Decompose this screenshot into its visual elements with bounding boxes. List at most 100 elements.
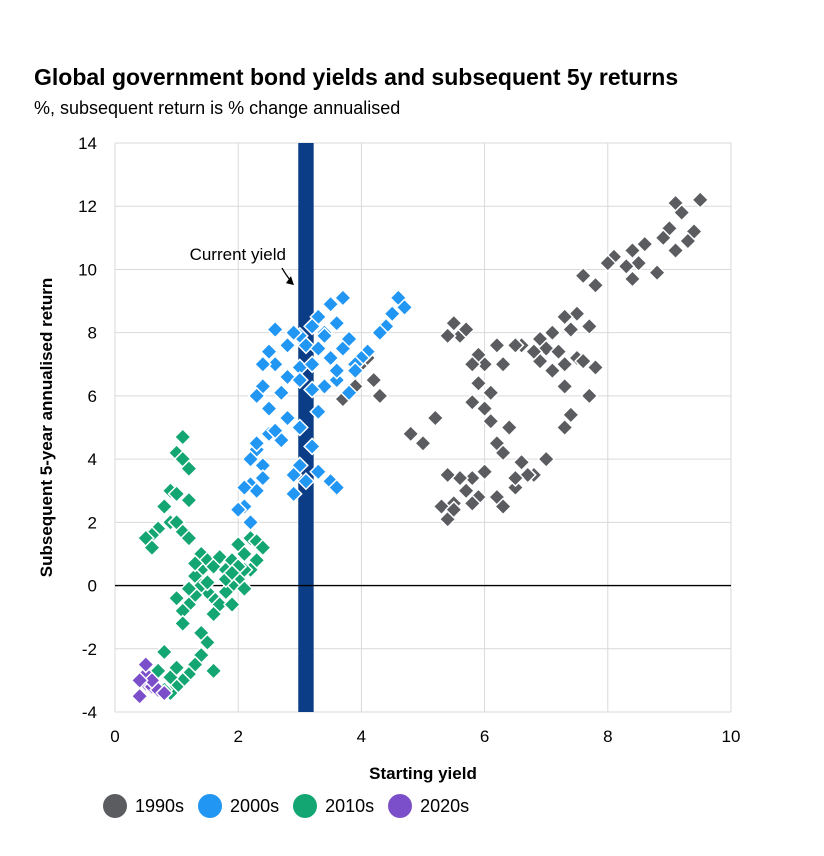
data-point: [290, 418, 309, 437]
data-point: [370, 386, 389, 405]
data-point: [672, 203, 691, 222]
data-point: [309, 339, 328, 358]
data-point: [173, 614, 192, 633]
data-point: [518, 465, 537, 484]
data-point: [370, 323, 389, 342]
data-point: [327, 371, 346, 390]
data-point: [383, 304, 402, 323]
data-point: [241, 450, 260, 469]
data-point: [481, 383, 500, 402]
series-2000s: [229, 288, 414, 532]
annotation: Current yield: [190, 245, 294, 286]
data-point: [617, 257, 636, 276]
data-point: [555, 418, 574, 437]
data-point: [309, 462, 328, 481]
chart-title: Global government bond yields and subseq…: [34, 64, 679, 90]
data-point: [235, 478, 254, 497]
data-point: [284, 465, 303, 484]
data-point: [494, 355, 513, 374]
data-point: [475, 462, 494, 481]
axis-labels: Starting yield Subsequent 5-year annualis…: [37, 278, 477, 783]
data-point: [561, 320, 580, 339]
grid: [114, 142, 732, 713]
data-point: [321, 295, 340, 314]
data-point: [309, 402, 328, 421]
data-point: [623, 269, 642, 288]
data-point: [142, 538, 162, 557]
data-point: [469, 374, 488, 393]
data-point: [463, 393, 482, 412]
x-tick-label: 6: [480, 727, 489, 746]
data-point: [130, 671, 149, 690]
y-tick-label: 4: [88, 450, 97, 469]
data-point: [475, 399, 494, 418]
data-point: [222, 595, 242, 614]
x-tick-label: 2: [233, 727, 242, 746]
data-point: [567, 304, 587, 323]
data-point: [142, 671, 162, 690]
data-point: [272, 383, 291, 402]
data-point: [364, 371, 383, 390]
data-point: [340, 383, 359, 402]
data-point: [186, 554, 205, 573]
data-point: [586, 358, 605, 377]
data-point: [173, 427, 192, 447]
data-points: [130, 190, 710, 706]
legend-swatch: [388, 794, 413, 818]
data-point: [229, 500, 248, 519]
data-point: [179, 579, 198, 598]
data-point: [623, 241, 642, 260]
data-point: [327, 314, 346, 333]
y-tick-label: -4: [82, 703, 97, 722]
data-point: [555, 377, 574, 396]
data-point: [463, 469, 482, 488]
data-point: [512, 453, 531, 472]
data-point: [266, 355, 285, 374]
data-point: [284, 323, 303, 342]
data-point: [524, 342, 543, 361]
legend-item-2000s: 2000s: [198, 794, 279, 818]
data-point: [259, 399, 279, 418]
legend-swatch: [198, 794, 223, 818]
data-point: [629, 254, 648, 273]
data-point: [241, 513, 260, 532]
legend-label: 2000s: [230, 795, 280, 816]
y-axis-label: Subsequent 5-year annualised return: [37, 278, 56, 577]
data-point: [266, 421, 285, 440]
data-point: [204, 604, 223, 624]
data-point: [438, 465, 457, 484]
data-point: [346, 361, 365, 380]
data-point: [235, 579, 254, 598]
data-point: [303, 437, 322, 456]
data-point: [266, 320, 285, 339]
data-point: [155, 683, 174, 703]
data-point: [506, 336, 525, 355]
data-point: [303, 317, 322, 336]
x-tick-label: 8: [603, 727, 612, 746]
data-point: [401, 424, 420, 443]
scatter-chart: 0 2 4 6 8 10 -4 -2 0 2 4 6 8 10 12 14 Current yield Sta…: [37, 134, 740, 783]
data-point: [691, 190, 710, 209]
data-point: [580, 317, 599, 336]
data-point: [457, 481, 476, 500]
y-tick-label: 10: [78, 260, 97, 279]
data-point: [598, 254, 617, 273]
data-point: [481, 412, 500, 431]
data-point: [247, 434, 266, 453]
chart-subtitle: %, subsequent return is % change annuali…: [34, 98, 401, 118]
data-point: [333, 288, 352, 307]
data-point: [198, 573, 217, 592]
data-point: [284, 484, 303, 503]
data-point: [432, 497, 451, 516]
data-point: [179, 459, 198, 478]
data-point: [537, 450, 556, 469]
y-tick-label: 14: [78, 134, 97, 153]
data-point: [136, 655, 155, 674]
data-point: [487, 336, 506, 355]
data-point: [303, 380, 322, 399]
data-point: [327, 361, 346, 380]
arrow-head: [285, 276, 294, 286]
data-point: [315, 326, 334, 345]
data-point: [555, 307, 574, 326]
data-point: [210, 548, 229, 567]
